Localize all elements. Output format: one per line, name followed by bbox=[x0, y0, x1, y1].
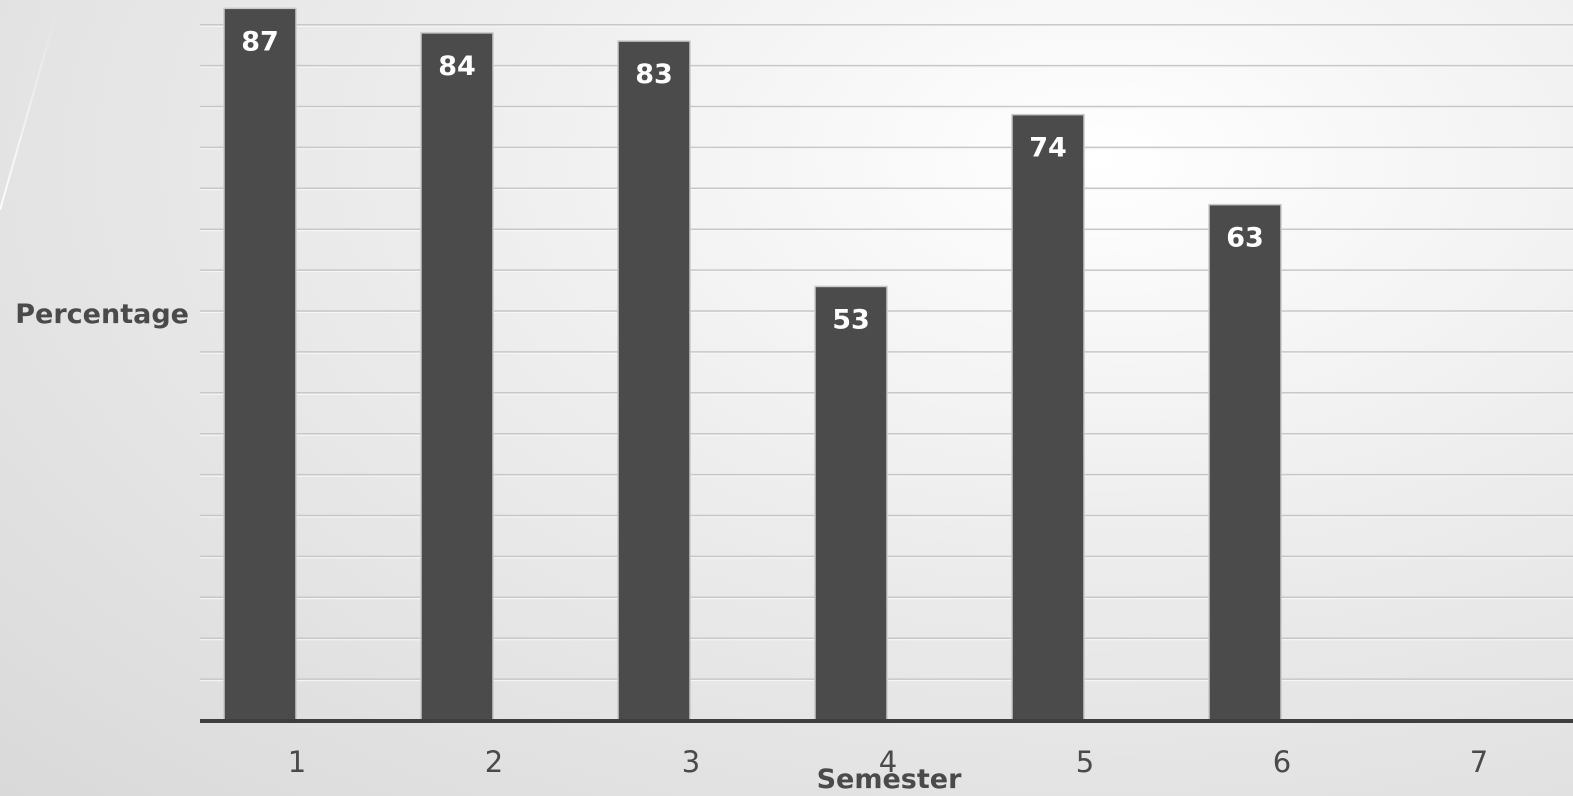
decorative-accent-line bbox=[0, 0, 61, 211]
x-tick-label-1: 1 bbox=[288, 745, 306, 779]
bars bbox=[223, 7, 1282, 721]
bar-semester-2 bbox=[420, 32, 494, 721]
data-labels: 87 84 83 53 74 63 bbox=[241, 26, 1264, 335]
x-tick-label-2: 2 bbox=[485, 745, 503, 779]
data-label-semester-1: 87 bbox=[241, 26, 279, 57]
x-tick-label-3: 3 bbox=[682, 745, 700, 779]
bar-semester-1 bbox=[223, 7, 297, 721]
x-tick-label-7: 7 bbox=[1470, 745, 1488, 779]
data-label-semester-3: 83 bbox=[635, 59, 673, 90]
x-axis-tick-labels: 1 2 3 4 5 6 7 bbox=[288, 745, 1488, 779]
x-tick-label-5: 5 bbox=[1076, 745, 1094, 779]
bar-semester-6 bbox=[1208, 203, 1282, 721]
x-axis-title: Semester bbox=[817, 764, 962, 795]
x-tick-label-6: 6 bbox=[1273, 745, 1291, 779]
bar-semester-4 bbox=[814, 285, 888, 721]
data-label-semester-2: 84 bbox=[438, 51, 476, 82]
y-axis-title: Percentage bbox=[15, 299, 189, 330]
x-tick-label-4: 4 bbox=[879, 745, 897, 779]
bar-semester-3 bbox=[617, 40, 691, 721]
bar-semester-5 bbox=[1011, 113, 1085, 721]
data-label-semester-4: 53 bbox=[832, 304, 870, 335]
data-label-semester-5: 74 bbox=[1029, 133, 1067, 164]
data-label-semester-6: 63 bbox=[1226, 223, 1264, 254]
